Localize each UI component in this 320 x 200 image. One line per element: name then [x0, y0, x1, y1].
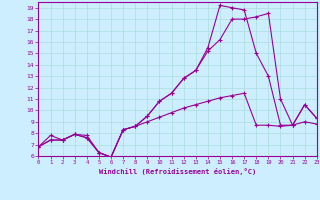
X-axis label: Windchill (Refroidissement éolien,°C): Windchill (Refroidissement éolien,°C) — [99, 168, 256, 175]
